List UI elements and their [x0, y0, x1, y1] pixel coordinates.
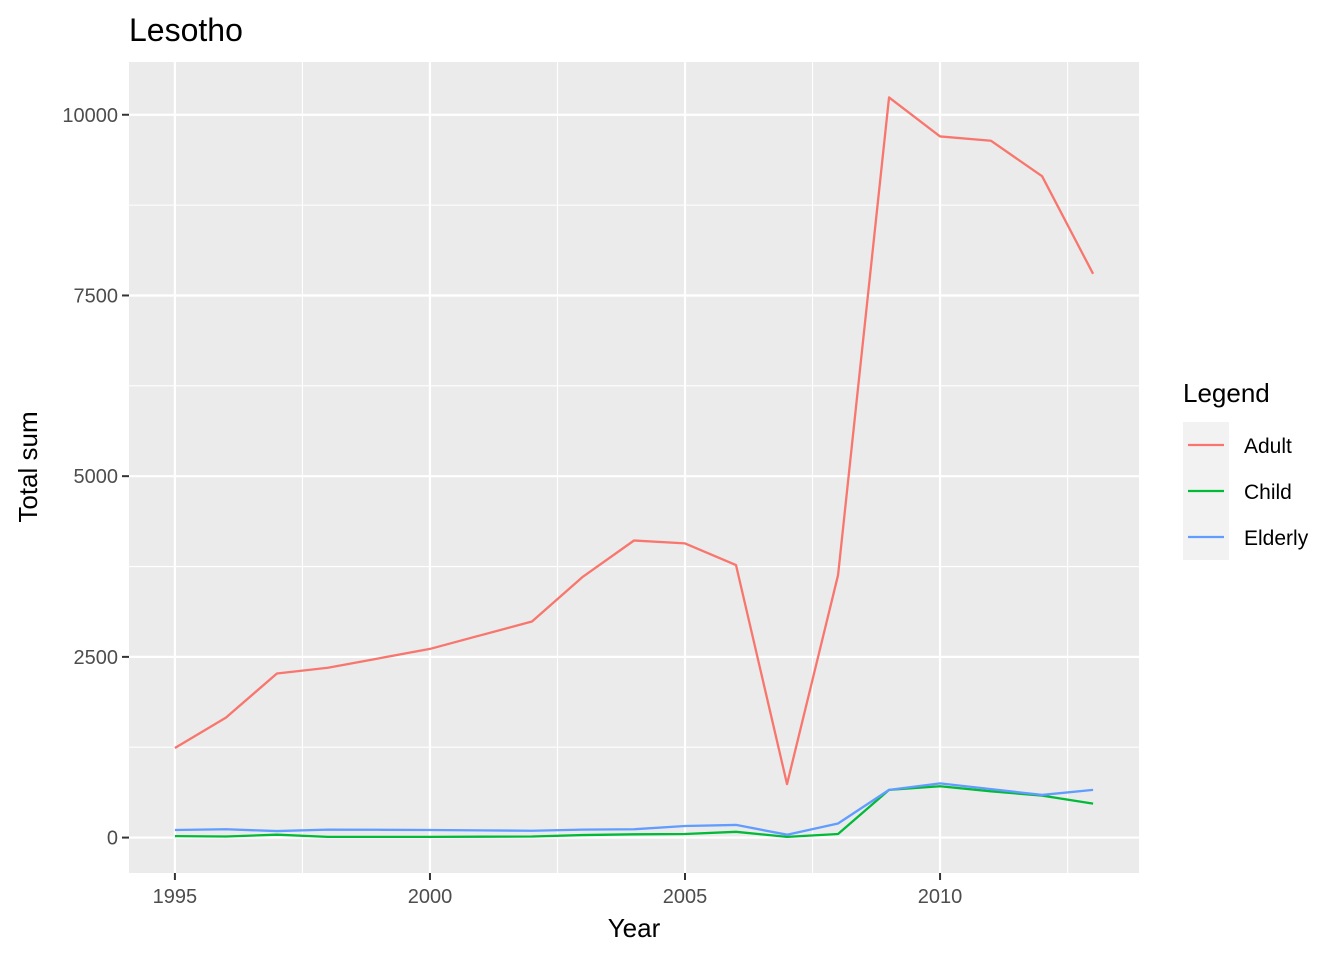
series-lines: [174, 96, 1095, 839]
x-tick-label: 2010: [918, 886, 963, 908]
minor-gridlines: [129, 62, 1139, 873]
legend-label-adult: Adult: [1244, 435, 1292, 458]
major-gridlines: [129, 62, 1139, 873]
series-line-elderly: [174, 782, 1094, 836]
y-tick-label: 0: [107, 828, 118, 850]
x-tick-label: 2000: [408, 886, 453, 908]
legend: Legend Adult Child Elderly: [1183, 378, 1309, 560]
x-tick-label: 2005: [663, 886, 708, 908]
series-line-child: [174, 785, 1094, 839]
y-tick-label: 7500: [74, 285, 119, 307]
series-line-adult: [174, 96, 1095, 786]
y-tick-label: 10000: [62, 105, 118, 127]
y-tick-label: 2500: [74, 647, 119, 669]
chart-title: Lesotho: [129, 12, 243, 48]
legend-label-elderly: Elderly: [1244, 527, 1309, 550]
legend-items: Adult Child Elderly: [1183, 422, 1309, 560]
y-axis: 0 2500 5000 7500 10000: [62, 105, 129, 850]
legend-title: Legend: [1183, 378, 1270, 408]
y-tick-label: 5000: [74, 466, 119, 488]
legend-label-child: Child: [1244, 481, 1292, 504]
plot-panel: [129, 62, 1139, 873]
y-axis-title: Total sum: [13, 411, 43, 522]
x-tick-label: 1995: [153, 886, 198, 908]
x-axis: 1995 2000 2005 2010: [153, 873, 963, 908]
x-axis-title: Year: [608, 913, 661, 943]
